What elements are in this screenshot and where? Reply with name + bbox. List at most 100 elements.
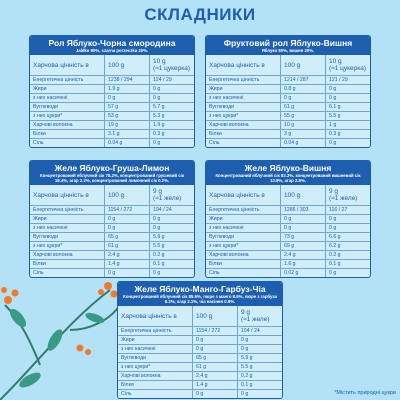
table-cell: 0 g [325,214,370,224]
table-cell: 0.3 g [149,129,194,139]
table-cell: Енергетична цінність [206,205,281,215]
table-cell: 1214 / 287 [280,75,326,85]
table-cell: з них насичені [30,93,105,103]
table-row: Енергетична цінність 1286 / 303 116 / 27 [206,205,370,215]
table-cell: Білки [206,259,281,269]
table-cell: 1.4 g [104,259,150,269]
table-cell: 104 / 24 [149,205,194,215]
table-row: Енергетична цінність 1154 / 272 104 / 24 [118,326,282,336]
table-row: Харчові волокна 2.4 g 0.2 g [118,371,282,381]
table-cell: 65 g [104,232,150,242]
table-cell: 2.4 g [280,250,326,260]
table-cell: 0 g [192,344,238,354]
table-cell: Сіль [30,268,105,277]
nutrition-card: Желе Яблуко-Груша-Лимон Концентрований яб… [29,160,195,278]
table-cell: 0.04 g [280,138,326,147]
column-header: 100 g [104,55,150,76]
portion-note: (≈1 желе) [241,316,270,323]
card-header: Желе Яблуко-Вишня Концентрований яблучний… [206,161,370,185]
table-row: Білки 1.4 g 0.1 g [118,380,282,390]
table-cell: з них цукри* [206,241,281,251]
table-cell: Енергетична цінність [206,75,281,85]
table-cell: 0.3 g [325,129,370,139]
ingredients: Концентрований яблучний сік 83.3%, конце… [215,173,361,183]
table-cell: 0 g [104,214,150,224]
table-cell: 1154 / 272 [192,326,238,336]
header-label: Харчова цінність в [209,61,265,69]
table-row: Вуглеводи 61 g 6.1 g [206,102,370,112]
column-header: 100 g [104,185,150,206]
portion: 10 g [329,58,342,65]
table-cell: 6.2 g [325,241,370,251]
table-cell: 1238 / 294 [104,75,150,85]
table-row: Вуглеводи 57 g 5.7 g [30,102,194,112]
table-cell: 0 g [149,93,194,103]
table-row: Вуглеводи 73 g 6.6 g [206,232,370,242]
table-cell: Жири [30,84,105,94]
nutrition-table: Харчова цінність в 100 g 10 g (≈1 цукерка) Е… [30,55,194,147]
table-cell: 6.6 g [325,232,370,242]
table-cell: Білки [206,129,281,139]
table-cell: Вуглеводи [30,232,105,242]
table-row: Вуглеводи 65 g 5.9 g [30,232,194,242]
table-cell: 0 g [104,268,150,277]
table-cell: 0 g [149,138,194,147]
column-header: 9 g (≈1 желе) [325,185,370,206]
table-cell: 10 g [280,120,326,130]
table-cell: 0 g [280,223,326,233]
table-cell: Жири [118,335,193,345]
table-cell: Енергетична цінність [30,75,105,85]
table-cell: 6.1 g [325,102,370,112]
table-cell: 0 g [237,389,282,398]
nutrition-card: Желе Яблуко-Манго-Гарбуз-Чіа Концентрован… [117,281,283,399]
table-row: Харчові волокна 19 g 1.9 g [30,120,194,130]
table-cell: 124 / 29 [149,75,194,85]
table-cell: Вуглеводи [206,102,281,112]
table-cell: 116 / 27 [325,205,370,215]
product-name: Желе Яблуко-Манго-Гарбуз-Чіа [134,284,266,294]
table-cell: 61 g [192,362,238,372]
table-cell: 0 g [104,223,150,233]
table-cell: 69 g [280,241,326,251]
table-cell: Жири [206,214,281,224]
portion: 9 g [241,309,251,316]
table-row: Вуглеводи 65 g 5.9 g [118,353,282,363]
table-cell: 121 / 29 [325,75,370,85]
table-cell: 1286 / 303 [280,205,326,215]
table-cell: 2.4 g [104,250,150,260]
table-cell: Вуглеводи [118,353,193,363]
table-cell: Вуглеводи [30,102,105,112]
table-cell: 0.1 g [237,380,282,390]
table-cell: 19 g [104,120,150,130]
table-cell: 0.2 g [237,371,282,381]
table-cell: Енергетична цінність [118,326,193,336]
table-cell: Сіль [206,138,281,147]
table-cell: Сіль [30,138,105,147]
table-row: з них цукри* 69 g 6.2 g [206,241,370,251]
nutrition-table: Харчова цінність в 100 g 10 g (≈1 цукерка) Е… [206,55,370,147]
table-cell: 3.1 g [104,129,150,139]
table-cell: 0 g [280,93,326,103]
column-header: 10 g (≈1 цукерка) [149,55,194,76]
table-cell: 0 g [325,223,370,233]
table-cell: Вуглеводи [206,232,281,242]
table-cell: 73 g [280,232,326,242]
table-cell: 1 g [325,120,370,130]
table-cell: 0.2 g [325,250,370,260]
column-header: 9 g (≈1 желе) [149,185,194,206]
table-cell: 0 g [192,389,238,398]
table-cell: 0 g [149,84,194,94]
ingredients: Концентрований яблучний сік 78.2%, конце… [40,173,184,183]
column-header: 100 g [280,185,326,206]
